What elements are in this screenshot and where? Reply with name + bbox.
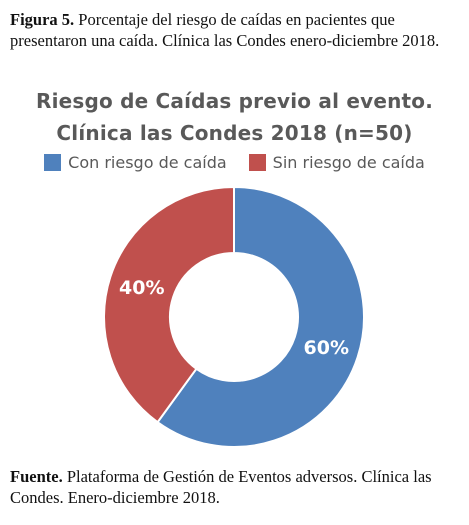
figure-source: Fuente. Plataforma de Gestión de Eventos…	[10, 466, 462, 508]
donut-slice-label-0: 60%	[304, 337, 349, 359]
legend-label-con-riesgo: Con riesgo de caída	[68, 153, 227, 172]
donut-slice-label-1: 40%	[119, 277, 164, 299]
donut-slice-0	[156, 185, 365, 448]
figure-caption: Figura 5. Porcentaje del riesgo de caída…	[10, 9, 462, 51]
legend-label-sin-riesgo: Sin riesgo de caída	[272, 153, 425, 172]
legend-item-sin-riesgo: Sin riesgo de caída	[248, 153, 425, 172]
chart-title-line-2: Clínica las Condes 2018 (n=50)	[56, 121, 413, 145]
legend-item-con-riesgo: Con riesgo de caída	[44, 153, 227, 172]
donut-chart: 60% 40%	[103, 185, 365, 448]
legend-swatch-sin-riesgo	[248, 154, 266, 171]
source-text: Plataforma de Gestión de Eventos adverso…	[10, 467, 432, 507]
source-label: Fuente.	[10, 467, 63, 486]
legend-swatch-con-riesgo	[44, 154, 62, 171]
caption-label: Figura 5.	[10, 10, 75, 29]
chart-legend: Con riesgo de caída Sin riesgo de caída	[0, 153, 469, 172]
chart-title-line-1: Riesgo de Caídas previo al evento.	[35, 89, 434, 113]
donut-slice-1	[103, 185, 235, 424]
caption-text: Porcentaje del riesgo de caídas en pacie…	[10, 10, 440, 50]
